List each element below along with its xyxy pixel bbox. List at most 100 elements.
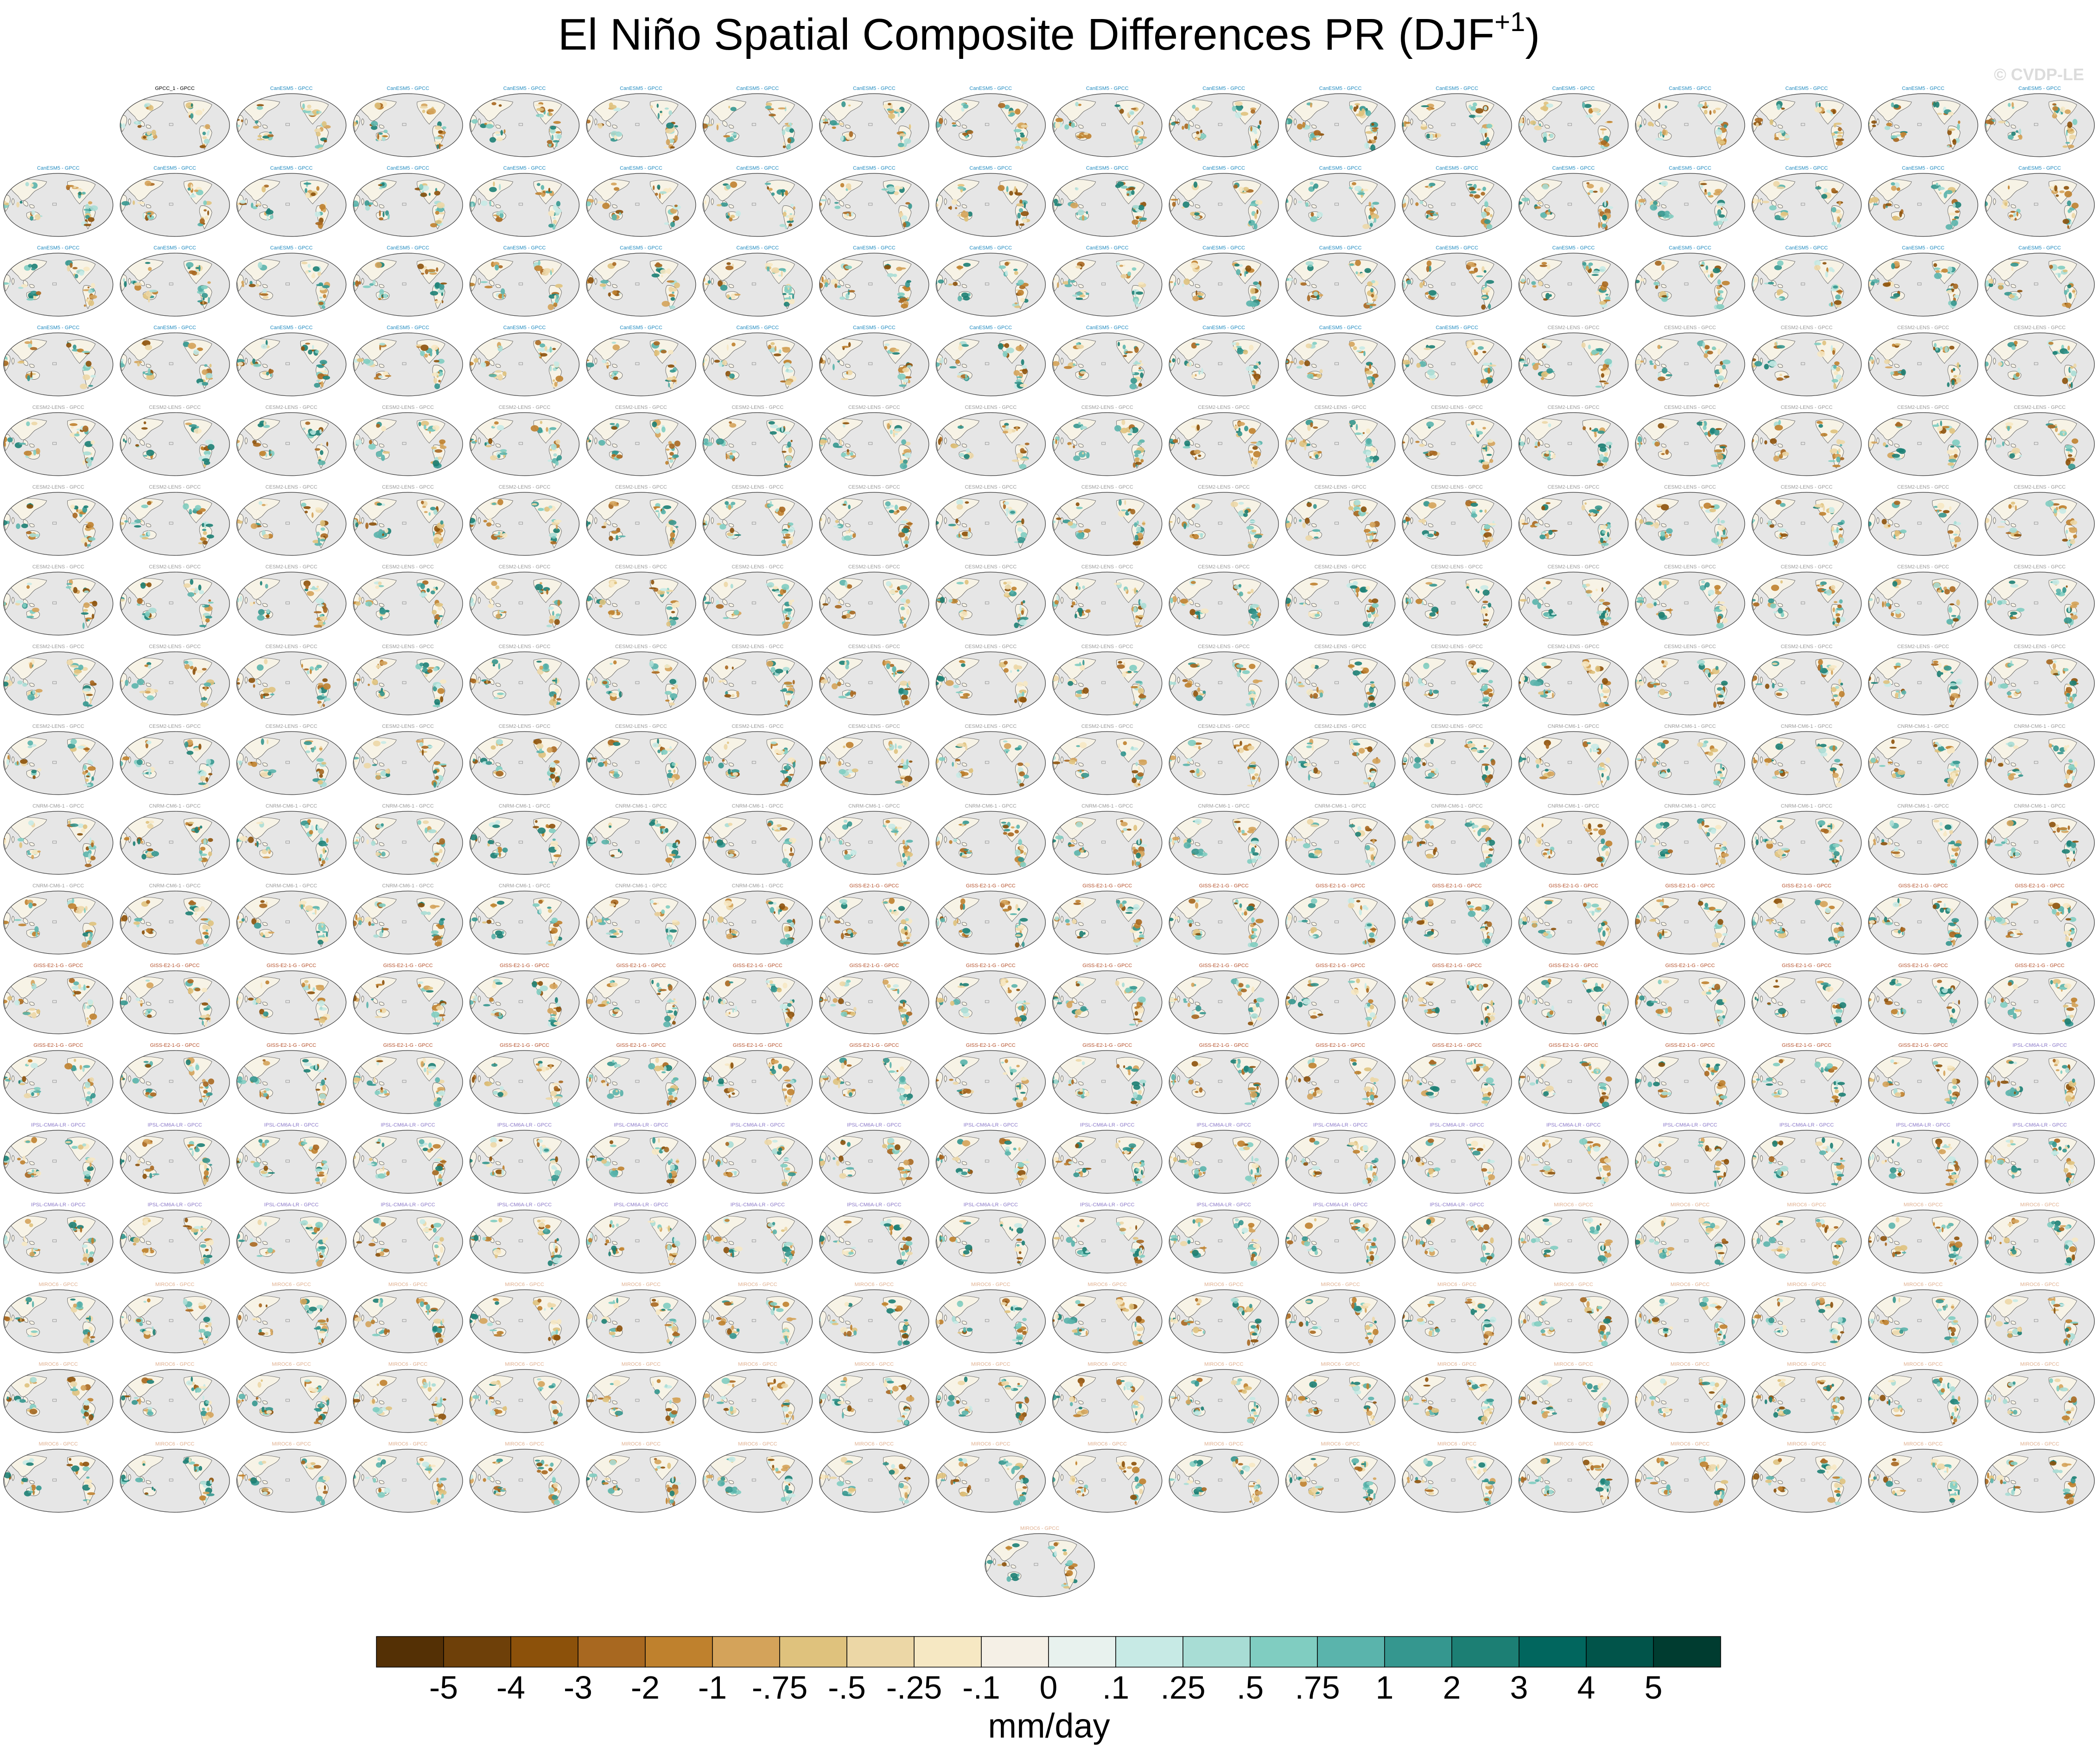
- anomaly-patch: [269, 215, 273, 219]
- anomaly-patch: [1068, 279, 1070, 285]
- nino-region-box: [985, 203, 989, 206]
- anomaly-patch: [1657, 344, 1661, 349]
- panel-title: CanESM5 - GPCC: [1552, 86, 1595, 91]
- anomaly-patch: [961, 107, 965, 112]
- anomaly-patch: [1548, 423, 1551, 427]
- anomaly-patch: [316, 186, 320, 191]
- anomaly-patch: [1951, 220, 1958, 226]
- title-superscript: +1: [1494, 7, 1526, 37]
- anomaly-patch: [7, 437, 13, 443]
- anomaly-patch: [1585, 266, 1589, 271]
- land-greenland: [1495, 178, 1503, 184]
- anomaly-patch: [958, 533, 960, 538]
- anomaly-patch: [202, 298, 205, 300]
- anomaly-patch: [788, 522, 794, 526]
- anomaly-patch: [598, 439, 605, 446]
- globe-outline: [353, 93, 463, 157]
- panel-title: CanESM5 - GPCC: [853, 325, 896, 331]
- anomaly-patch: [1949, 428, 1955, 434]
- anomaly-patch: [1722, 280, 1730, 286]
- anomaly-patch: [1371, 123, 1374, 126]
- anomaly-patch: [950, 443, 958, 449]
- anomaly-patch: [256, 106, 263, 110]
- anomaly-patch: [716, 204, 722, 207]
- anomaly-patch: [1890, 135, 1898, 139]
- land-seAsia: [839, 200, 851, 209]
- anomaly-patch: [2054, 185, 2058, 191]
- panel-title: CanESM5 - GPCC: [1202, 166, 1245, 171]
- anomaly-patch: [848, 290, 855, 293]
- anomaly-patch: [1138, 282, 1144, 285]
- land-greenland: [1262, 417, 1270, 423]
- anomaly-patch: [1489, 375, 1493, 378]
- land-greenland: [680, 337, 687, 343]
- anomaly-patch: [1196, 131, 1200, 134]
- anomaly-patch: [551, 134, 554, 141]
- anomaly-patch: [674, 125, 678, 127]
- anomaly-patch: [1183, 201, 1189, 208]
- anomaly-patch: [1086, 452, 1090, 459]
- anomaly-patch: [586, 201, 591, 206]
- map-panel: CESM2-LENS - GPCC: [1751, 325, 1862, 396]
- anomaly-patch: [903, 222, 907, 228]
- land-greenland: [1962, 257, 1969, 263]
- anomaly-patch: [202, 529, 207, 531]
- land-greenland: [1029, 178, 1036, 184]
- anomaly-patch: [1661, 453, 1665, 455]
- anomaly-patch: [1015, 192, 1023, 196]
- anomaly-patch: [88, 300, 95, 306]
- anomaly-patch: [420, 273, 425, 275]
- anomaly-patch: [438, 212, 445, 215]
- land-greenland: [2078, 178, 2085, 184]
- anomaly-patch: [1652, 123, 1654, 127]
- map-panel: CanESM5 - GPCC: [819, 325, 929, 396]
- land-greenland: [1495, 417, 1503, 423]
- anomaly-patch: [2073, 363, 2077, 368]
- anomaly-patch: [499, 184, 501, 191]
- anomaly-patch: [1649, 360, 1653, 363]
- anomaly-patch: [961, 344, 969, 347]
- anomaly-patch: [545, 191, 553, 194]
- anomaly-patch: [422, 506, 426, 508]
- anomaly-patch: [1004, 501, 1009, 505]
- anomaly-patch: [1012, 189, 1016, 193]
- land-greenland: [213, 417, 221, 423]
- anomaly-patch: [1056, 517, 1062, 520]
- anomaly-patch: [616, 132, 623, 137]
- map-panel: CESM2-LENS - GPCC: [3, 484, 114, 556]
- anomaly-patch: [433, 377, 438, 384]
- panel-title: CanESM5 - GPCC: [1669, 166, 1711, 171]
- anomaly-patch: [1369, 363, 1372, 369]
- anomaly-patch: [900, 463, 908, 470]
- map-panel: CanESM5 - GPCC: [1169, 86, 1279, 157]
- anomaly-patch: [1638, 198, 1646, 203]
- anomaly-patch: [782, 191, 784, 197]
- anomaly-patch: [252, 206, 258, 210]
- anomaly-patch: [1899, 211, 1902, 217]
- anomaly-patch: [657, 113, 660, 119]
- anomaly-patch: [82, 426, 89, 432]
- anomaly-patch: [1357, 192, 1365, 195]
- anomaly-patch: [1868, 280, 1872, 287]
- globe-outline: [469, 93, 580, 157]
- anomaly-patch: [2070, 366, 2074, 369]
- anomaly-patch: [1647, 121, 1653, 127]
- anomaly-patch: [821, 276, 824, 282]
- anomaly-patch: [432, 542, 434, 546]
- anomaly-patch: [1702, 422, 1704, 427]
- anomaly-patch: [619, 212, 621, 216]
- anomaly-patch: [549, 346, 552, 353]
- anomaly-patch: [782, 211, 787, 217]
- anomaly-patch: [1361, 108, 1365, 115]
- land-asia: [476, 259, 514, 281]
- anomaly-patch: [87, 287, 90, 289]
- anomaly-patch: [1316, 532, 1319, 535]
- anomaly-patch: [1016, 379, 1022, 382]
- anomaly-patch: [1131, 190, 1135, 195]
- anomaly-patch: [598, 123, 603, 129]
- map-panel: CESM2-LENS - GPCC: [1518, 405, 1629, 476]
- anomaly-patch: [1017, 280, 1024, 285]
- land-asia: [126, 99, 164, 121]
- map-panel: CanESM5 - GPCC: [702, 325, 813, 396]
- anomaly-patch: [1230, 501, 1238, 507]
